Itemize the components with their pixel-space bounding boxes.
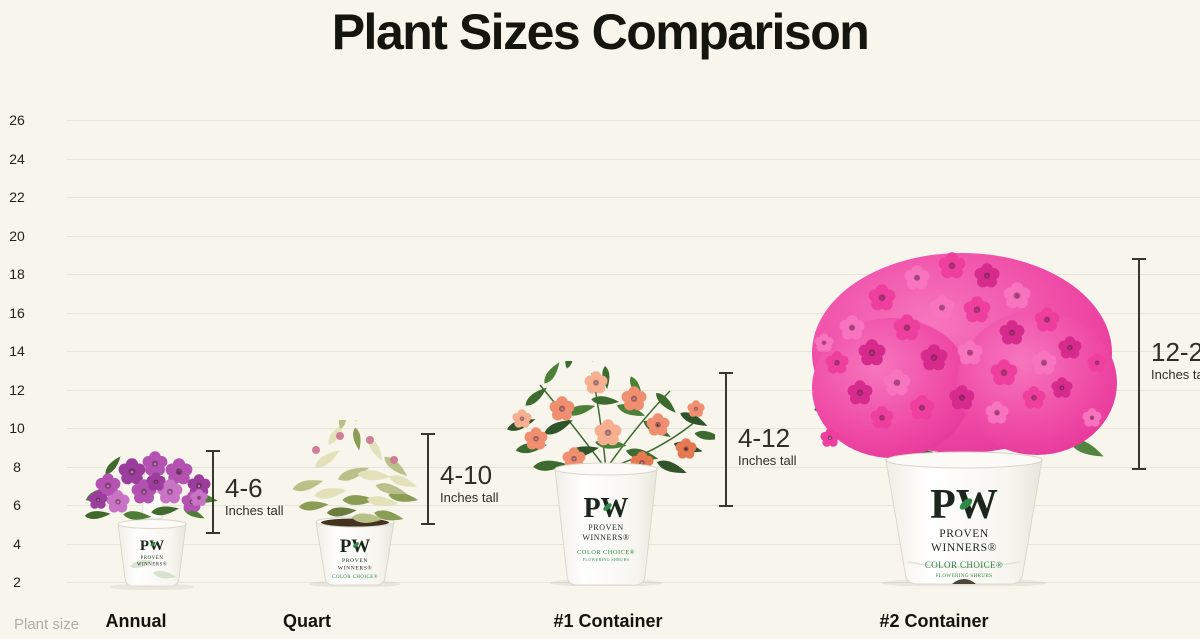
y-tick: 4 <box>13 535 21 552</box>
y-tick: 16 <box>9 304 25 321</box>
pot-flowering-text: FLOWERING SHRUBS <box>583 557 630 562</box>
y-tick: 18 <box>9 266 25 282</box>
measure-label: 4-12 Inches tall <box>738 424 797 468</box>
height-range: 4-10 <box>440 460 493 490</box>
pot-winners-text: WINNERS® <box>137 562 167 568</box>
height-units: Inches tall <box>225 503 284 519</box>
pot: PW PROVEN WINNERS® COLOR CHOICE® FLOWERI… <box>554 462 658 586</box>
page-title: Plant Sizes Comparison <box>331 4 870 60</box>
height-range: 12-24 <box>1151 337 1200 367</box>
pw-leaf-icon <box>603 503 612 511</box>
measure-line <box>719 372 733 507</box>
pot-winners-text: WINNERS® <box>931 542 997 554</box>
height-units: Inches tall <box>738 453 797 469</box>
foliage <box>291 420 419 524</box>
height-units: Inches tall <box>440 490 499 506</box>
measure-line <box>206 450 220 534</box>
pot: PW PROVEN WINNERS® COLOR CHOICE® FLOWERI… <box>885 451 1043 585</box>
annual-plant-image: PW PROVEN WINNERS® <box>83 451 219 590</box>
gridline <box>67 158 1200 160</box>
y-tick: 26 <box>9 112 25 128</box>
y-tick: 12 <box>9 381 25 398</box>
pot-proven-text: PROVEN <box>342 558 368 564</box>
container2-plant-image: PW PROVEN WINNERS® COLOR CHOICE® FLOWERI… <box>812 252 1117 586</box>
pot: PW PROVEN WINNERS® COLOR CHOICE® <box>315 516 395 586</box>
gridline <box>67 274 1200 275</box>
pot-proven-text: PROVEN <box>141 556 164 561</box>
gridline <box>67 428 1200 429</box>
measure-label: 4-10 Inches tall <box>440 461 499 505</box>
pw-leaf-icon <box>959 498 973 510</box>
y-tick: 8 <box>13 458 21 475</box>
y-tick: 10 <box>9 420 25 436</box>
pw-leaf-icon <box>150 541 156 547</box>
height-units: Inches tall <box>1151 367 1200 383</box>
foliage <box>505 361 715 478</box>
measure-label: 4-6 Inches tall <box>225 474 284 518</box>
y-tick: 14 <box>9 343 25 359</box>
quart-plant-image: PW PROVEN WINNERS® COLOR CHOICE® <box>291 420 419 587</box>
pot-winners-text: WINNERS® <box>338 565 373 572</box>
pot-proven-text: PROVEN <box>939 528 989 540</box>
category-label-annual: Annual <box>105 611 167 631</box>
y-tick: 22 <box>9 189 25 205</box>
gridline <box>67 235 1200 237</box>
gridline <box>67 312 1200 314</box>
category-label-container1: #1 Container <box>553 611 663 631</box>
gridline <box>67 351 1200 352</box>
y-tick: 6 <box>13 497 21 513</box>
pot-proven-text: PROVEN <box>588 523 624 532</box>
container1-plant-image: PW PROVEN WINNERS® COLOR CHOICE® FLOWERI… <box>505 361 715 586</box>
gridline <box>67 197 1200 198</box>
pot-colorchoice-text: COLOR CHOICE® <box>925 560 1003 570</box>
y-tick: 2 <box>13 574 21 590</box>
y-tick: 24 <box>9 150 25 167</box>
measure-line <box>421 433 435 525</box>
measure-label: 12-24 Inches tall <box>1151 338 1200 382</box>
pw-leaf-icon <box>353 542 359 548</box>
x-axis-label: Plant size <box>14 616 80 633</box>
height-range: 4-6 <box>225 473 263 503</box>
pot-flowering-text: FLOWERING SHRUBS <box>936 574 993 579</box>
y-tick: 20 <box>9 227 25 244</box>
gridline <box>67 120 1200 121</box>
pot-colorchoice-text: COLOR CHOICE® <box>332 574 378 580</box>
pot-colorchoice-text: COLOR CHOICE® <box>577 549 635 556</box>
height-range: 4-12 <box>738 423 791 453</box>
category-label-quart: Quart <box>282 611 331 631</box>
category-label-container2: #2 Container <box>879 611 989 631</box>
pot-winners-text: WINNERS® <box>582 533 629 542</box>
measure-line <box>1132 258 1146 470</box>
